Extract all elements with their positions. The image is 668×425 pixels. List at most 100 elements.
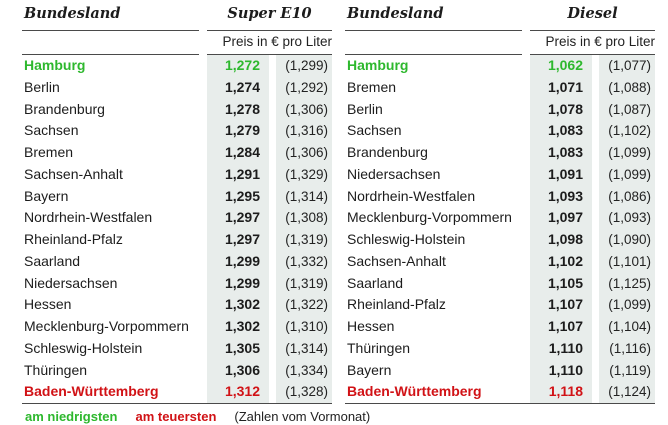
current-price: 1,297 xyxy=(207,229,269,251)
bundesland-name: Brandenburg xyxy=(24,100,105,117)
bundesland-name: Mecklenburg-Vorpommern xyxy=(24,318,189,334)
bundesland-name: Baden-Württemberg xyxy=(347,383,482,400)
table-subheader-row: Preis in € pro Liter xyxy=(22,31,332,55)
previous-month-price: (1,116) xyxy=(599,337,655,360)
current-price: 1,110 xyxy=(530,337,592,360)
bundesland-column-header: Bundesland xyxy=(22,5,199,31)
table-row: Bremen 1,071 (1,088) xyxy=(345,76,655,99)
table-row: Schleswig-Holstein 1,098 (1,090) xyxy=(345,229,655,251)
bundesland-name: Bremen xyxy=(347,78,397,95)
table-row: Saarland 1,299 (1,332) xyxy=(22,250,332,273)
current-price: 1,083 xyxy=(530,142,592,164)
bundesland-column-header: Bundesland xyxy=(345,5,522,31)
previous-month-price: (1,310) xyxy=(276,316,332,338)
bundesland-name: Brandenburg xyxy=(347,144,428,160)
current-price: 1,110 xyxy=(530,359,592,382)
table-row: Mecklenburg-Vorpommern 1,302 (1,310) xyxy=(22,316,332,338)
previous-month-price: (1,292) xyxy=(276,76,332,99)
bundesland-name: Rheinland-Pfalz xyxy=(24,231,123,247)
current-price: 1,284 xyxy=(207,142,269,164)
fuel-type-header: Super E10 xyxy=(207,5,332,31)
bundesland-name: Berlin xyxy=(24,78,60,95)
current-price: 1,305 xyxy=(207,337,269,360)
bundesland-name: Sachsen xyxy=(347,122,402,139)
previous-month-price: (1,334) xyxy=(276,359,332,382)
table-row: Sachsen-Anhalt 1,102 (1,101) xyxy=(345,250,655,273)
previous-month-price: (1,077) xyxy=(599,55,655,77)
current-price: 1,299 xyxy=(207,272,269,295)
super-e10-table: Bundesland Super E10 Preis in € pro Lite… xyxy=(22,5,332,404)
previous-month-price: (1,308) xyxy=(276,207,332,229)
previous-month-price: (1,319) xyxy=(276,272,332,295)
bundesland-name: Thüringen xyxy=(347,339,411,356)
current-price: 1,297 xyxy=(207,207,269,229)
current-price: 1,107 xyxy=(530,294,592,316)
bundesland-name: Thüringen xyxy=(24,361,88,378)
current-price: 1,107 xyxy=(530,316,592,338)
table-row: Sachsen 1,083 (1,102) xyxy=(345,120,655,142)
previous-month-price: (1,314) xyxy=(276,185,332,208)
current-price: 1,312 xyxy=(207,381,269,403)
previous-month-price: (1,316) xyxy=(276,120,332,142)
table-header-row: Bundesland Super E10 xyxy=(22,5,332,31)
table-subheader-row: Preis in € pro Liter xyxy=(345,31,655,55)
current-price: 1,078 xyxy=(530,98,592,121)
current-price: 1,295 xyxy=(207,185,269,208)
table-row: Baden-Württemberg 1,312 (1,328) xyxy=(22,381,332,403)
table-row: Berlin 1,274 (1,292) xyxy=(22,76,332,99)
current-price: 1,302 xyxy=(207,294,269,316)
current-price: 1,302 xyxy=(207,316,269,338)
price-unit-header: Preis in € pro Liter xyxy=(207,31,332,55)
current-price: 1,062 xyxy=(530,55,592,77)
current-price: 1,098 xyxy=(530,229,592,251)
bundesland-name: Rheinland-Pfalz xyxy=(347,296,446,313)
table-row: Hamburg 1,062 (1,077) xyxy=(345,55,655,77)
bundesland-name: Sachsen-Anhalt xyxy=(347,252,446,269)
previous-month-price: (1,099) xyxy=(599,294,655,316)
table-row: Hessen 1,302 (1,322) xyxy=(22,294,332,316)
table-row: Brandenburg 1,278 (1,306) xyxy=(22,98,332,121)
previous-month-price: (1,328) xyxy=(276,381,332,403)
bundesland-name: Bayern xyxy=(347,361,392,378)
previous-month-price: (1,314) xyxy=(276,337,332,360)
previous-month-price: (1,319) xyxy=(276,229,332,251)
previous-month-price: (1,119) xyxy=(599,359,655,382)
table-row: Baden-Württemberg 1,118 (1,124) xyxy=(345,381,655,403)
previous-month-price: (1,329) xyxy=(276,163,332,186)
current-price: 1,291 xyxy=(207,163,269,186)
table-row: Brandenburg 1,083 (1,099) xyxy=(345,142,655,164)
previous-month-price: (1,299) xyxy=(276,55,332,77)
price-unit-header: Preis in € pro Liter xyxy=(530,31,655,55)
table-row: Niedersachsen 1,091 (1,099) xyxy=(345,163,655,186)
previous-month-price: (1,099) xyxy=(599,163,655,186)
table-row: Niedersachsen 1,299 (1,319) xyxy=(22,272,332,295)
bundesland-name: Schleswig-Holstein xyxy=(24,339,143,356)
previous-month-price: (1,124) xyxy=(599,381,655,403)
bundesland-name: Hamburg xyxy=(24,57,86,73)
current-price: 1,278 xyxy=(207,98,269,121)
table-row: Thüringen 1,306 (1,334) xyxy=(22,359,332,382)
table-body: Hamburg 1,062 (1,077) Bremen 1,071 (1,08… xyxy=(345,55,655,404)
bundesland-name: Mecklenburg-Vorpommern xyxy=(347,209,512,226)
previous-month-price: (1,101) xyxy=(599,250,655,273)
bundesland-name: Bremen xyxy=(24,144,74,160)
current-price: 1,093 xyxy=(530,185,592,208)
bundesland-name: Saarland xyxy=(24,252,81,269)
table-row: Nordrhein-Westfalen 1,093 (1,086) xyxy=(345,185,655,208)
previous-month-price: (1,087) xyxy=(599,98,655,121)
current-price: 1,279 xyxy=(207,120,269,142)
previous-month-price: (1,332) xyxy=(276,250,332,273)
previous-month-price: (1,099) xyxy=(599,142,655,164)
current-price: 1,272 xyxy=(207,55,269,77)
bundesland-name: Niedersachsen xyxy=(24,274,118,291)
table-row: Berlin 1,078 (1,087) xyxy=(345,98,655,121)
previous-month-price: (1,086) xyxy=(599,185,655,208)
fuel-type-header: Diesel xyxy=(530,5,655,31)
table-row: Sachsen 1,279 (1,316) xyxy=(22,120,332,142)
bundesland-name: Hamburg xyxy=(347,57,409,73)
current-price: 1,071 xyxy=(530,76,592,99)
previous-month-note: (Zahlen vom Vormonat) xyxy=(234,409,371,424)
legend-highest: am teuersten xyxy=(135,409,217,424)
previous-month-price: (1,093) xyxy=(599,207,655,229)
